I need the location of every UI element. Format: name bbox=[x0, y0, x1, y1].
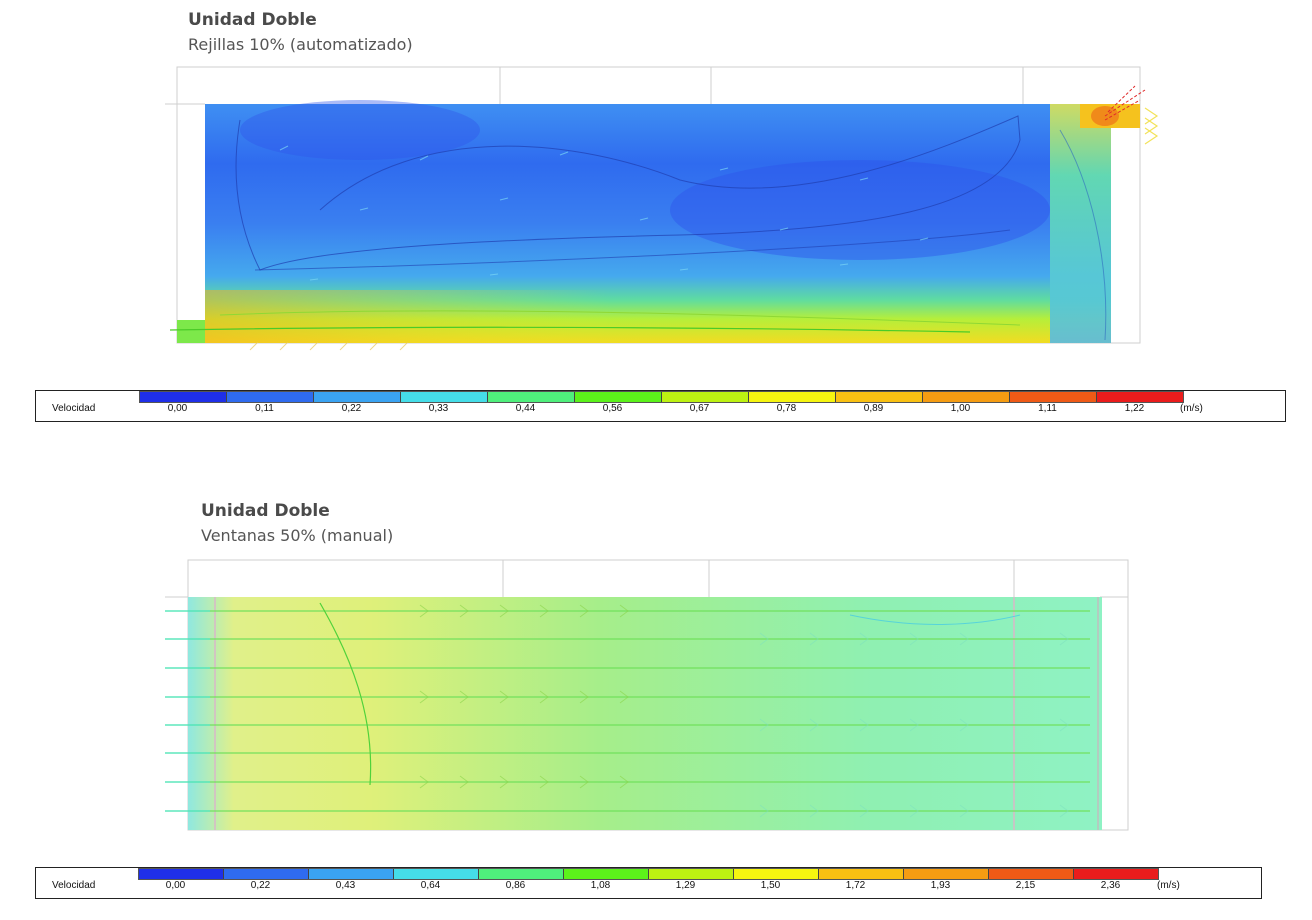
legend-1-swatch bbox=[1010, 392, 1097, 402]
legend-1-tick: 0,89 bbox=[863, 403, 884, 414]
legend-2-tick: 1,29 bbox=[675, 880, 696, 891]
legend-2-tick: 1,93 bbox=[930, 880, 951, 891]
legend-2-ticks: 0,00 0,22 0,43 0,64 0,86 1,08 1,29 1,50 … bbox=[133, 880, 1153, 891]
legend-1-tick: 0,11 bbox=[255, 403, 274, 414]
legend-1-swatch bbox=[401, 392, 488, 402]
legend-1-tick: 0,56 bbox=[602, 403, 623, 414]
legend-2-swatch bbox=[649, 869, 734, 879]
legend-2-label: Velocidad bbox=[52, 880, 96, 891]
legend-1-tick: 0,22 bbox=[341, 403, 362, 414]
legend-1-tick: 1,00 bbox=[950, 403, 971, 414]
velocity-legend-2: Velocidad 0,00 0,22 0,43 0,64 0,86 1,08 … bbox=[35, 867, 1262, 899]
legend-1-swatch bbox=[575, 392, 662, 402]
legend-2-unit: (m/s) bbox=[1157, 880, 1180, 891]
legend-2-tick: 0,22 bbox=[250, 880, 271, 891]
legend-2-swatch bbox=[309, 869, 394, 879]
legend-2-tick: 0,43 bbox=[335, 880, 356, 891]
panel-1-subtitle: Rejillas 10% (automatizado) bbox=[188, 35, 413, 54]
legend-2-tick: 1,50 bbox=[760, 880, 781, 891]
legend-2-swatch bbox=[394, 869, 479, 879]
legend-2-swatch bbox=[1074, 869, 1158, 879]
legend-2-tick: 0,00 bbox=[165, 880, 186, 891]
legend-1-swatch bbox=[923, 392, 1010, 402]
legend-1-tick: 0,67 bbox=[689, 403, 710, 414]
legend-2-swatch bbox=[139, 869, 224, 879]
panel-2-title: Unidad Doble bbox=[201, 501, 330, 521]
legend-1-tick: 0,44 bbox=[515, 403, 536, 414]
legend-1-swatch bbox=[140, 392, 227, 402]
legend-2-tick: 1,72 bbox=[845, 880, 866, 891]
legend-2-swatch bbox=[224, 869, 309, 879]
legend-1-swatch bbox=[836, 392, 923, 402]
legend-2-swatch bbox=[904, 869, 989, 879]
legend-1-swatch bbox=[662, 392, 749, 402]
legend-1-tick: 1,22 bbox=[1124, 403, 1145, 414]
legend-2-swatch bbox=[734, 869, 819, 879]
legend-1-tick: 0,33 bbox=[428, 403, 449, 414]
panel-2-subtitle: Ventanas 50% (manual) bbox=[201, 526, 394, 545]
legend-2-tick: 0,86 bbox=[505, 880, 526, 891]
legend-1-swatch bbox=[314, 392, 401, 402]
legend-2-tick: 1,08 bbox=[590, 880, 611, 891]
legend-1-label: Velocidad bbox=[52, 403, 96, 414]
legend-2-swatch bbox=[819, 869, 904, 879]
legend-2-swatch bbox=[564, 869, 649, 879]
legend-1-swatch bbox=[749, 392, 836, 402]
legend-2-tick: 2,36 bbox=[1100, 880, 1121, 891]
legend-2-tick: 2,15 bbox=[1015, 880, 1036, 891]
panel-1-title: Unidad Doble bbox=[188, 10, 317, 30]
legend-1-tick: 1,11 bbox=[1038, 403, 1057, 414]
velocity-field-ventanas bbox=[165, 559, 1129, 831]
legend-1-tick: 0,00 bbox=[167, 403, 188, 414]
legend-2-tick: 0,64 bbox=[420, 880, 441, 891]
velocity-legend-1: Velocidad 0,00 0,11 0,22 0,33 0,44 0,56 … bbox=[35, 390, 1286, 422]
legend-1-swatch bbox=[1097, 392, 1183, 402]
legend-2-swatch bbox=[989, 869, 1074, 879]
legend-1-tick: 0,78 bbox=[776, 403, 797, 414]
legend-1-unit: (m/s) bbox=[1180, 403, 1203, 414]
legend-2-colorbar bbox=[138, 868, 1159, 880]
legend-1-swatch bbox=[488, 392, 575, 402]
legend-1-colorbar bbox=[139, 391, 1184, 403]
legend-1-swatch bbox=[227, 392, 314, 402]
velocity-field-rejillas bbox=[165, 66, 1159, 351]
legend-1-ticks: 0,00 0,11 0,22 0,33 0,44 0,56 0,67 0,78 … bbox=[134, 403, 1178, 414]
legend-2-swatch bbox=[479, 869, 564, 879]
